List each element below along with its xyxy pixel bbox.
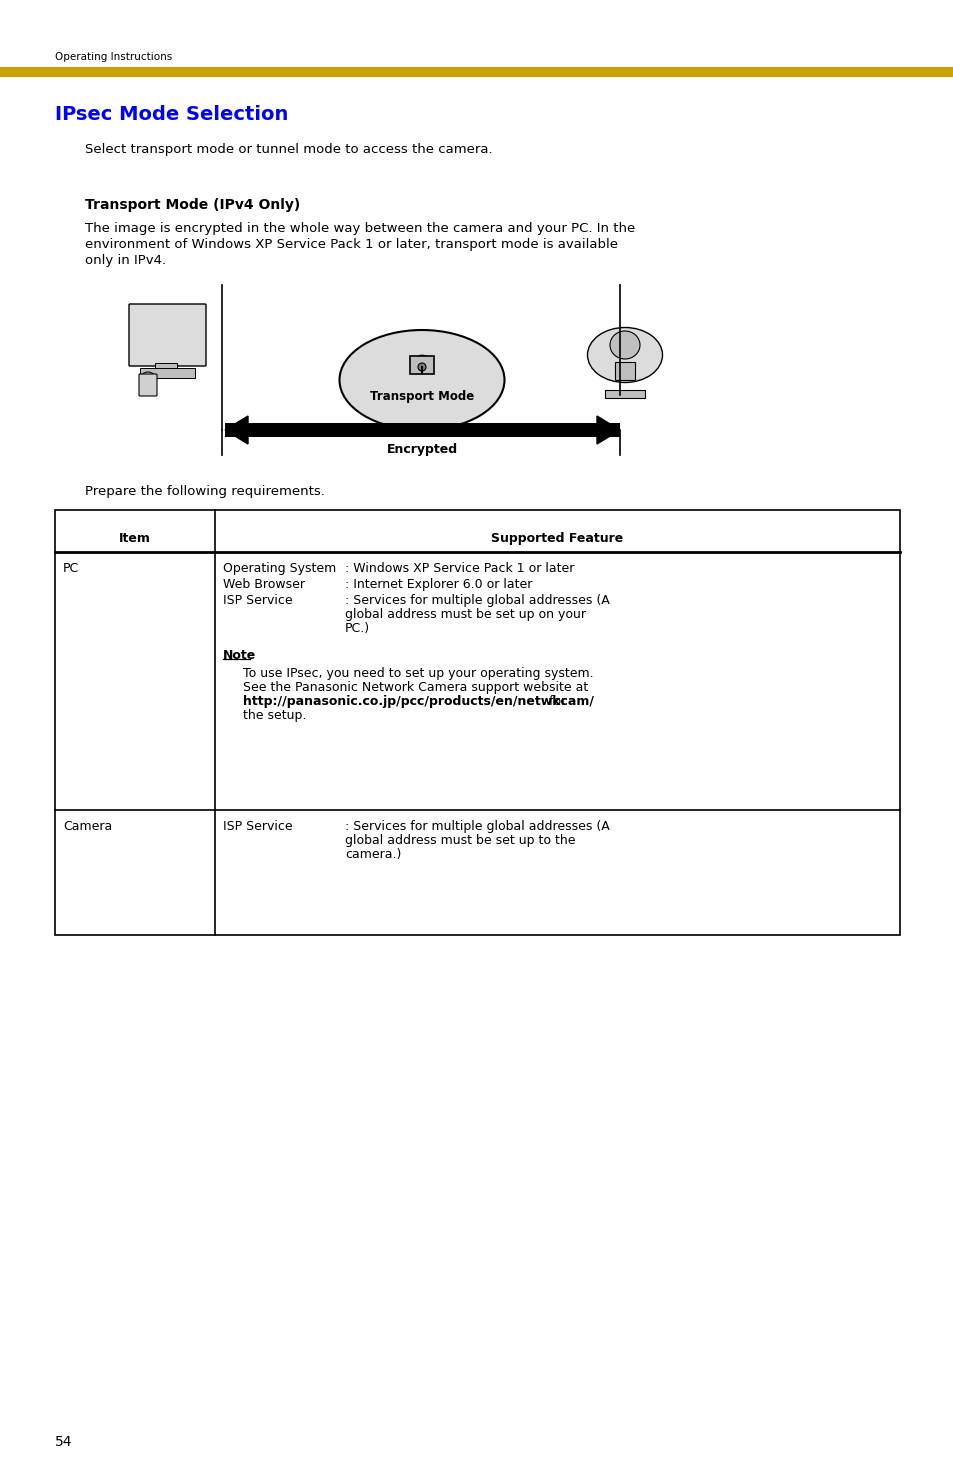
Text: Camera: Camera <box>63 820 112 833</box>
FancyBboxPatch shape <box>129 304 206 366</box>
Ellipse shape <box>339 330 504 431</box>
Text: See the Panasonic Network Camera support website at: See the Panasonic Network Camera support… <box>243 681 588 695</box>
Text: http://panasonic.co.jp/pcc/products/en/netwkcam/: http://panasonic.co.jp/pcc/products/en/n… <box>243 695 594 708</box>
Text: 54: 54 <box>55 1435 72 1448</box>
Polygon shape <box>225 416 248 444</box>
Text: Prepare the following requirements.: Prepare the following requirements. <box>85 485 325 499</box>
Text: IPsec Mode Selection: IPsec Mode Selection <box>55 105 288 124</box>
Polygon shape <box>597 416 619 444</box>
Text: PC.): PC.) <box>345 622 370 636</box>
FancyBboxPatch shape <box>139 375 157 395</box>
Ellipse shape <box>609 330 639 358</box>
Text: global address must be set up to the: global address must be set up to the <box>345 833 575 847</box>
Text: PC: PC <box>63 562 79 575</box>
Text: Item: Item <box>119 532 151 544</box>
Bar <box>604 389 644 398</box>
Text: Select transport mode or tunnel mode to access the camera.: Select transport mode or tunnel mode to … <box>85 143 492 156</box>
Text: the setup.: the setup. <box>243 709 306 721</box>
Text: To use IPsec, you need to set up your operating system.: To use IPsec, you need to set up your op… <box>243 667 593 680</box>
Text: : Internet Explorer 6.0 or later: : Internet Explorer 6.0 or later <box>345 578 532 591</box>
Text: Operating Instructions: Operating Instructions <box>55 52 172 62</box>
Bar <box>154 363 177 370</box>
Text: Note: Note <box>223 649 256 662</box>
Text: only in IPv4.: only in IPv4. <box>85 254 166 267</box>
Circle shape <box>140 372 156 388</box>
Text: camera.): camera.) <box>345 848 401 861</box>
Text: Operating System: Operating System <box>223 562 335 575</box>
Text: Supported Feature: Supported Feature <box>491 532 622 544</box>
Text: environment of Windows XP Service Pack 1 or later, transport mode is available: environment of Windows XP Service Pack 1… <box>85 237 618 251</box>
Text: : Services for multiple global addresses (A: : Services for multiple global addresses… <box>345 594 609 608</box>
Text: ISP Service: ISP Service <box>223 820 293 833</box>
Text: Transport Mode: Transport Mode <box>370 389 474 403</box>
Text: Web Browser: Web Browser <box>223 578 305 591</box>
Text: : Services for multiple global addresses (A: : Services for multiple global addresses… <box>345 820 609 833</box>
Text: The image is encrypted in the whole way between the camera and your PC. In the: The image is encrypted in the whole way … <box>85 223 635 235</box>
Circle shape <box>417 363 426 372</box>
Bar <box>140 367 194 378</box>
Bar <box>0 66 953 77</box>
Ellipse shape <box>587 327 661 382</box>
Text: ISP Service: ISP Service <box>223 594 293 608</box>
Text: Transport Mode (IPv4 Only): Transport Mode (IPv4 Only) <box>85 198 300 212</box>
Text: for: for <box>544 695 566 708</box>
Bar <box>615 361 635 381</box>
Bar <box>225 423 619 437</box>
Text: Encrypted: Encrypted <box>386 442 457 456</box>
Bar <box>410 355 434 375</box>
Text: : Windows XP Service Pack 1 or later: : Windows XP Service Pack 1 or later <box>345 562 574 575</box>
Bar <box>55 510 899 935</box>
Text: global address must be set up on your: global address must be set up on your <box>345 608 585 621</box>
